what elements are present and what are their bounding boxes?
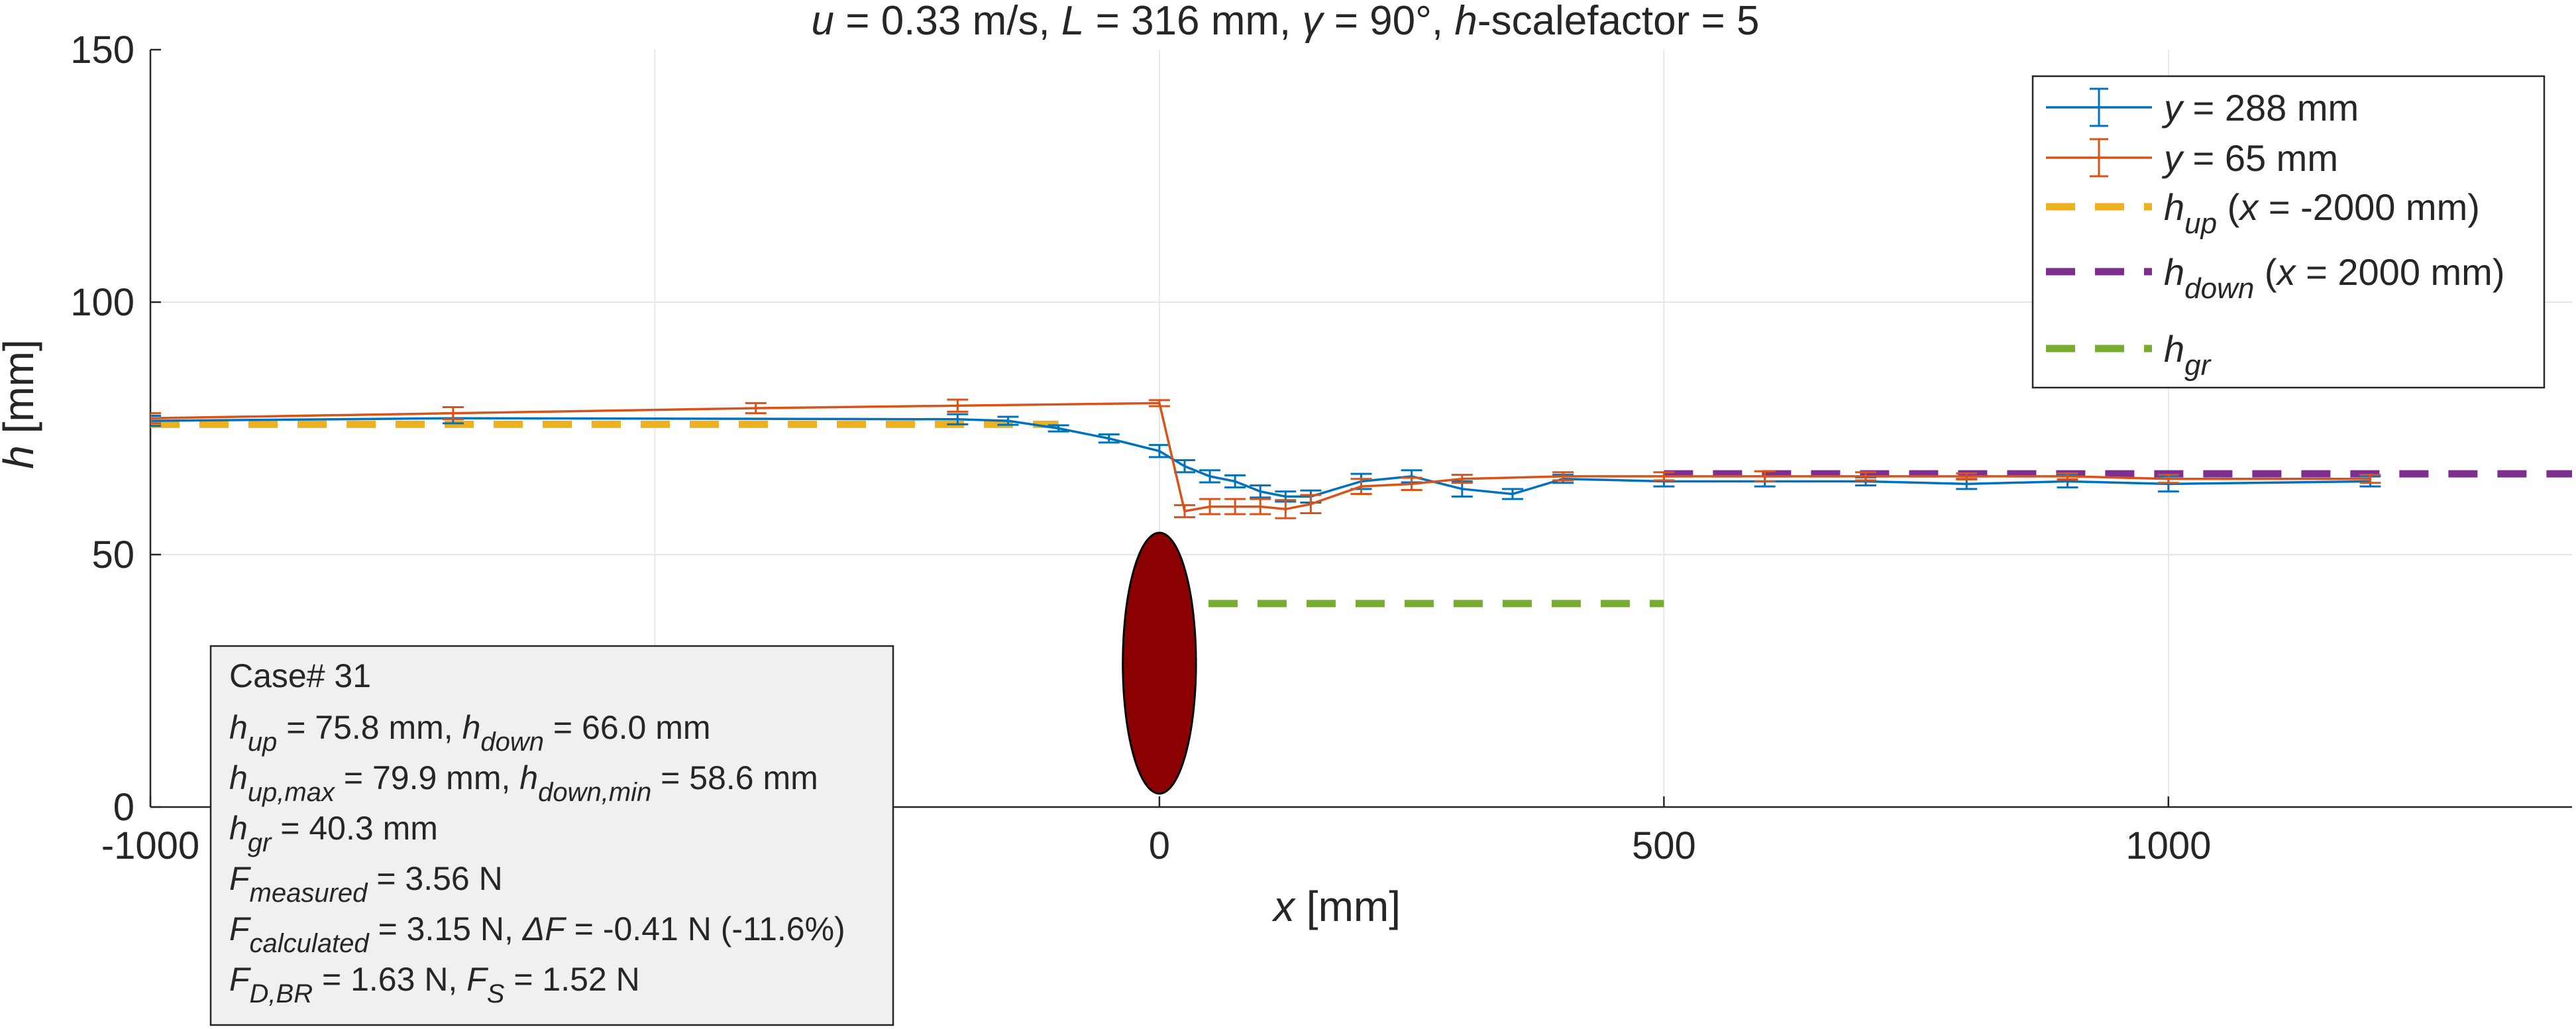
plot-clip-group — [150, 398, 2572, 795]
error-bar — [1501, 488, 1523, 500]
info-line: Fcalculated = 3.15 N, ΔF = -0.41 N (-11.… — [229, 910, 845, 958]
error-bar — [1854, 471, 1876, 482]
error-bar — [1199, 469, 1221, 484]
info-box-background — [209, 645, 894, 1026]
error-bar — [1250, 484, 1271, 499]
y-tick-label: 100 — [70, 281, 134, 324]
error-bar — [1047, 424, 1069, 433]
legend-entry: y = 288 mm — [2046, 87, 2359, 129]
error-bar — [1754, 470, 1776, 483]
error-bar — [1224, 498, 1246, 515]
x-tick-label: 500 — [1632, 824, 1696, 867]
error-bar — [947, 413, 969, 425]
error-bar — [1552, 471, 1574, 482]
error-bar — [1173, 504, 1195, 519]
error-bar — [1350, 478, 1372, 496]
info-box: Case# 31 hup = 75.8 mm, hdown = 66.0 mmhu… — [209, 645, 894, 1026]
chart-title: u = 0.33 m/s, L = 316 mm, γ = 90°, h-sca… — [812, 0, 1760, 44]
error-bar — [1275, 499, 1297, 519]
error-bar — [2057, 472, 2078, 480]
info-line: hgr = 40.3 mm — [229, 810, 438, 857]
legend-entry: y = 65 mm — [2046, 137, 2338, 179]
error-bar — [1148, 399, 1170, 407]
y-axis-label: h [mm] — [0, 339, 42, 469]
error-bar — [1148, 444, 1170, 459]
legend-entry: hdown (x = 2000 mm) — [2046, 251, 2504, 305]
error-bar — [2157, 474, 2179, 484]
legend-box — [2031, 75, 2546, 389]
y-tick-label: 0 — [113, 786, 134, 829]
legend-label: y = 288 mm — [2161, 87, 2359, 129]
obstacle-ellipse — [1122, 531, 1197, 795]
plot-area — [150, 398, 2572, 795]
legend-label: y = 65 mm — [2161, 137, 2338, 179]
error-bar — [1300, 494, 1322, 515]
error-bar — [1173, 459, 1195, 474]
y-tick-label: 50 — [91, 533, 134, 576]
legend-label: hgr — [2164, 328, 2212, 382]
legend-label: hup (x = -2000 mm) — [2164, 186, 2480, 240]
info-line: Fmeasured = 3.56 N — [229, 860, 503, 908]
error-bar — [1199, 498, 1221, 515]
legend-entry: hgr — [2046, 328, 2212, 382]
error-bar — [745, 402, 767, 415]
error-bar — [997, 415, 1019, 426]
series-line — [150, 402, 2371, 513]
error-bar — [1451, 474, 1473, 484]
error-bar — [150, 412, 161, 425]
legend-entry: hup (x = -2000 mm) — [2046, 186, 2480, 240]
error-bar — [1956, 472, 1978, 480]
error-bar — [1401, 476, 1422, 491]
error-bar — [442, 406, 464, 421]
x-tick-label: -1000 — [101, 824, 199, 867]
error-bar — [1653, 471, 1675, 482]
error-bar — [150, 414, 161, 427]
y-tick-label: 150 — [70, 28, 134, 72]
info-line: hup,max = 79.9 mm, hdown,min = 58.6 mm — [229, 759, 818, 807]
x-tick-label: 1000 — [2125, 824, 2211, 867]
error-bar — [1250, 498, 1271, 515]
legend-label: hdown (x = 2000 mm) — [2164, 251, 2504, 305]
error-bar — [1098, 433, 1120, 444]
error-bar — [2359, 474, 2381, 484]
legend: y = 288 mm y = 65 mm hup (x = -2000 mm) hdo… — [2031, 75, 2546, 389]
x-axis-label: x [mm] — [1271, 883, 1401, 930]
error-bar — [947, 398, 969, 413]
info-case-label: Case# 31 — [229, 657, 371, 694]
error-bar — [1224, 474, 1246, 489]
info-line: FD,BR = 1.63 N, FS = 1.52 N — [229, 961, 640, 1008]
x-tick-label: 0 — [1149, 824, 1170, 867]
info-line: hup = 75.8 mm, hdown = 66.0 mm — [229, 709, 711, 757]
